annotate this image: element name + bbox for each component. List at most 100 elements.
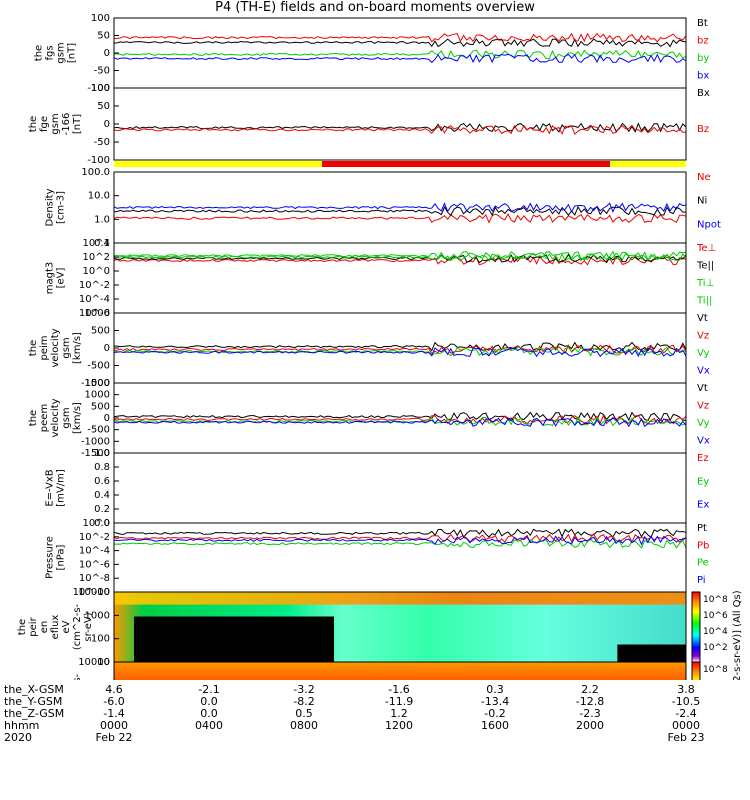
y-axis-label: the — [28, 116, 39, 132]
x-axis-value: -1.4 — [103, 707, 125, 720]
panel-5: 1000 500 0 -500 -1000 the peim velocity gsm [km/s… — [28, 308, 710, 389]
colorbar-tick: 10^2 — [703, 643, 728, 653]
panel-10: 10000100010010thepeerenefluxeV(cm^2-s-sr… — [72, 657, 687, 680]
y-tick-label: -50 — [94, 66, 110, 77]
panel-1: 100 50 0 -50 -100 the fgs gsm [nT] Bt bz by bx — [34, 13, 710, 94]
y-tick-label: 1.0 — [94, 448, 110, 459]
x-axis-value: 0.0 — [200, 707, 218, 720]
mode-bar — [114, 161, 686, 167]
x-axis-row-label: the_X-GSM — [4, 683, 64, 696]
y-axis-label: (cm^2-s- — [72, 603, 83, 650]
legend-vy: Vy — [697, 348, 710, 359]
legend-ni: Ni — [697, 196, 707, 207]
x-axis-value: -1.6 — [388, 683, 410, 696]
panel-frame — [113, 382, 687, 454]
y-tick-label: -500 — [87, 425, 110, 436]
y-tick-label: 1.0 — [94, 214, 110, 225]
y-tick-label: 100 — [91, 13, 110, 24]
x-axis-row: hhmm 0000 0400 0800 1200 1600 2000 0000 — [4, 720, 746, 732]
x-axis-value: 0.0 — [200, 695, 218, 708]
y-axis-label: velocity — [50, 328, 61, 367]
y-tick-label: 10.0 — [88, 191, 110, 202]
series-ti-line — [113, 252, 687, 263]
series-vz-line — [114, 344, 687, 355]
series-pb-line — [113, 533, 687, 544]
x-axis-value: -12.8 — [575, 695, 605, 708]
y-tick-label: 0.1 — [94, 238, 110, 249]
y-tick-label: 10^0 — [83, 266, 110, 277]
y-axis-label: (cm^2-s- — [72, 673, 83, 680]
y-axis-label: gsm — [61, 407, 72, 428]
legend-vt: Vt — [697, 313, 708, 324]
y-tick-label: 0 — [104, 119, 110, 130]
y-tick-label: 50 — [97, 31, 110, 42]
y-tick-label: 1000 — [85, 610, 110, 621]
y-axis-label: the — [28, 340, 39, 356]
legend-bx: bx — [697, 71, 709, 82]
y-axis-label: [nT] — [72, 114, 83, 134]
series-bz-line — [113, 124, 686, 135]
y-tick-label: -1000 — [81, 436, 110, 447]
x-axis-value: -10.5 — [671, 695, 701, 708]
x-axis-value: 1600 — [481, 719, 509, 732]
x-axis-value: 0.3 — [486, 683, 504, 696]
legend-bz: bz — [697, 36, 709, 47]
y-tick-label: 0.0 — [94, 518, 110, 529]
y-axis-label: velocity — [50, 398, 61, 437]
y-tick-label: 0.4 — [94, 490, 110, 501]
colorbar-tick: 10^8 — [703, 595, 728, 605]
y-tick-label: 10^2 — [83, 252, 110, 263]
y-axis-label: magt3 — [45, 262, 56, 295]
x-axis-row-label: the_Z-GSM — [4, 707, 65, 720]
legend-pt: Pt — [697, 523, 707, 534]
series-npot-line — [113, 202, 687, 213]
x-axis-value: Feb 22 — [95, 731, 133, 744]
legend-pe: Pe — [697, 558, 709, 569]
panel-frame — [113, 242, 687, 314]
y-tick-label: 10^-4 — [79, 546, 110, 557]
ion-spectrogram-high — [114, 592, 686, 605]
series-vt-line — [113, 341, 687, 352]
y-axis-label: Pressure — [45, 536, 56, 579]
x-axis-row: the_Y-GSM -6.0 0.0 -8.2 -11.9 -13.4 -12.8 -10.5 — [4, 696, 746, 708]
colorbar-label: [eV/(cm^2-s-sr-eV)] (All Qs) — [732, 590, 743, 680]
legend-vy: Vy — [697, 418, 710, 429]
panel-4: 10^4 10^2 10^0 10^-2 10^-4 10^-6 magt3 [eV] Te⊥ T… — [45, 238, 717, 319]
y-axis-label: [nPa] — [56, 544, 67, 570]
y-tick-label: 1000 — [85, 308, 110, 319]
y-tick-label: -50 — [94, 137, 110, 148]
y-tick-label: 0 — [104, 343, 110, 354]
legend-ne: Ne — [697, 172, 711, 183]
x-axis-value: 0000 — [672, 719, 700, 732]
mode-bar-red — [322, 161, 610, 167]
y-tick-label: 0 — [104, 48, 110, 59]
x-axis-value: 0000 — [100, 719, 128, 732]
legend-ex: Ex — [697, 500, 709, 511]
x-axis-value: 2.2 — [581, 683, 599, 696]
y-axis-label: eV — [61, 620, 72, 633]
y-tick-label: 0.6 — [94, 476, 110, 487]
y-axis-label: [km/s] — [72, 402, 83, 434]
y-axis-label: peem — [39, 404, 50, 432]
panel-9: 10000 1000 100 10 the peir en eflux eV (cm^2-s-sr… — [17, 587, 687, 668]
series-bt-line — [113, 38, 687, 48]
legend-vz: Vz — [697, 401, 709, 412]
x-axis-value: Feb 23 — [667, 731, 705, 744]
y-axis-label: the — [28, 410, 39, 426]
panel-frame — [113, 661, 687, 680]
y-tick-label: 100 — [91, 83, 110, 94]
series-vy-line — [113, 346, 687, 357]
x-axis-value: -2.3 — [579, 707, 601, 720]
y-axis-label: fge — [39, 116, 50, 132]
y-tick-label: -1500 — [81, 448, 110, 459]
series-ni-line — [113, 205, 687, 217]
legend-pb: Pb — [697, 540, 709, 551]
series-bx-line — [113, 122, 687, 133]
panel-frame — [113, 17, 687, 89]
y-axis-label: sr-eV) — [83, 612, 94, 641]
y-tick-label: 10^-4 — [79, 294, 110, 305]
series-by-line — [113, 49, 687, 60]
